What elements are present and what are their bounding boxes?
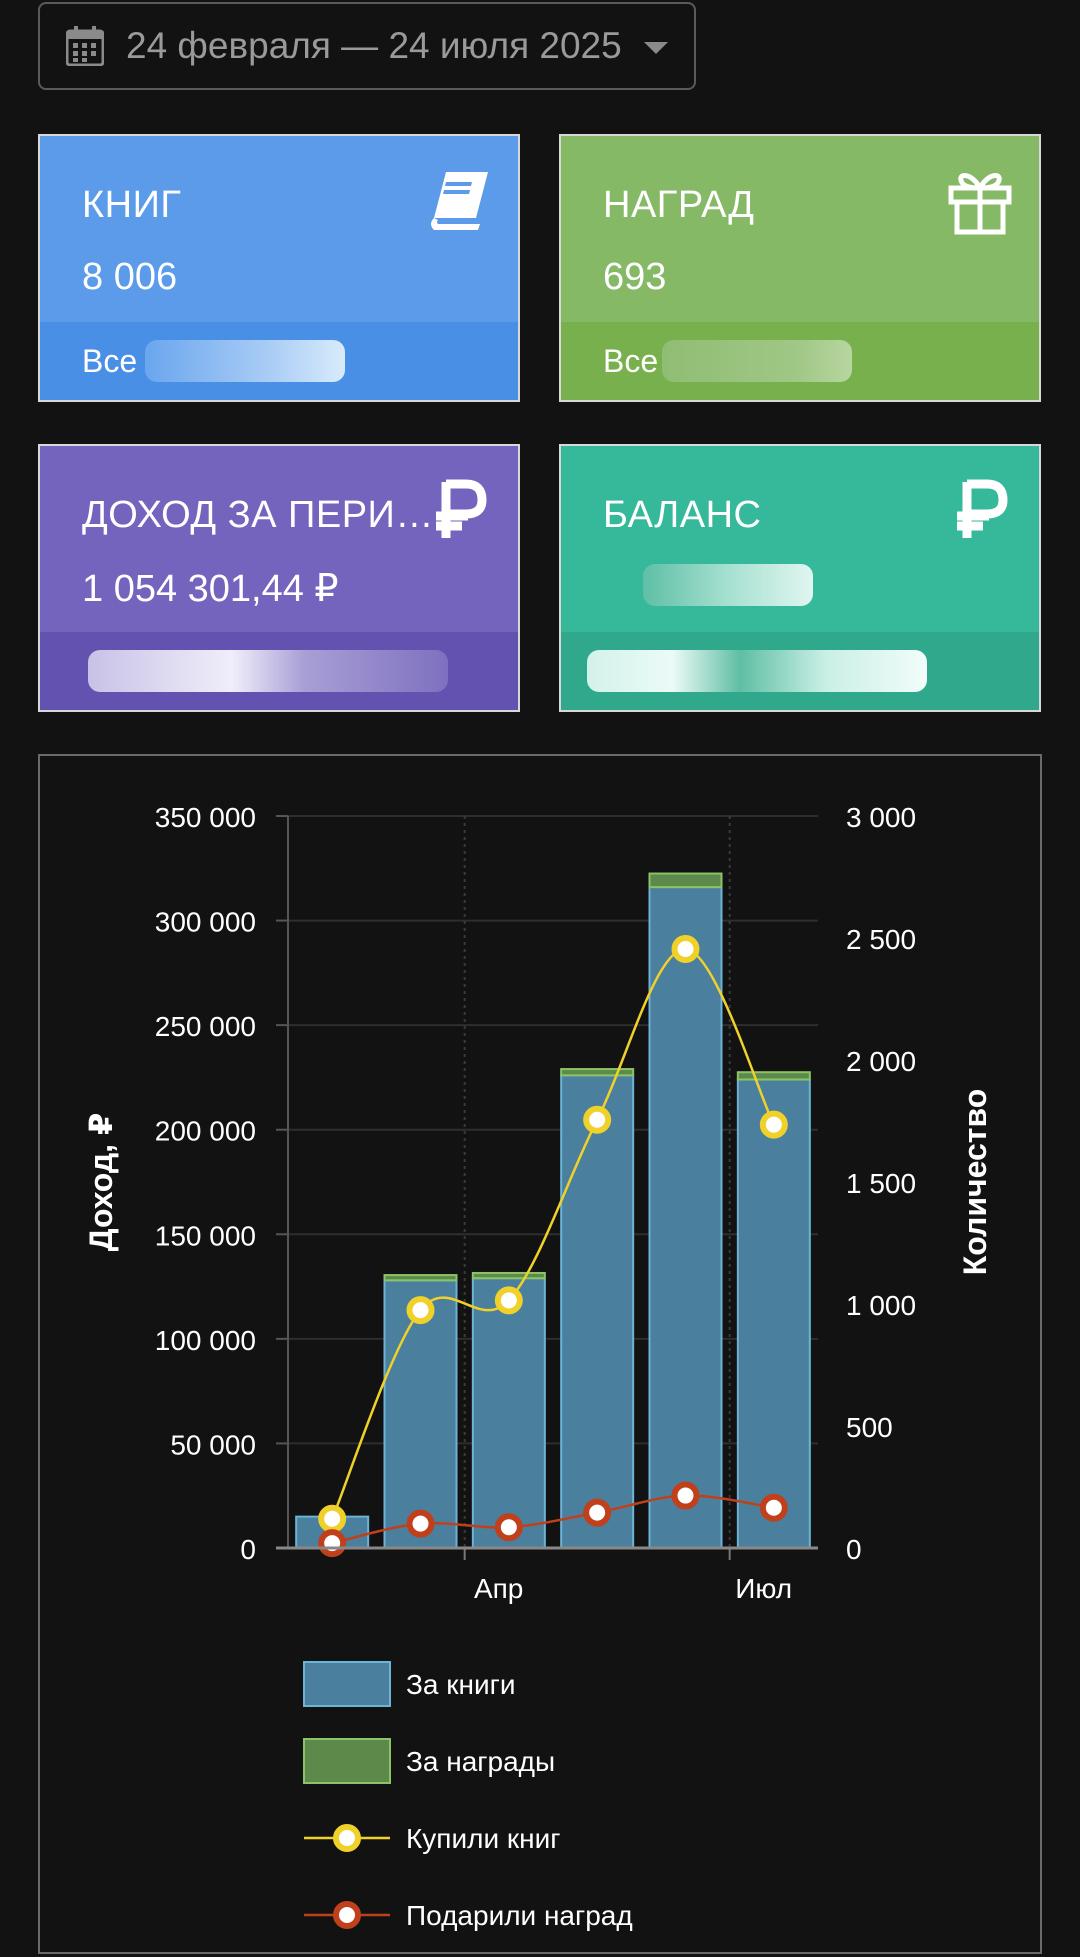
y2-tick-label: 0 <box>846 1534 862 1565</box>
line-point <box>583 1498 612 1527</box>
awards-card-title: НАГРАД <box>603 184 755 226</box>
legend-label: Купили книг <box>406 1823 560 1854</box>
y-axis-title: Доход, ₽ <box>83 1113 119 1251</box>
line-point <box>318 1504 347 1533</box>
income-chart-panel: 350 000 300 000 250 000 200 000 150 000 100 0… <box>38 754 1042 1954</box>
books-card-footer[interactable]: Все <box>40 322 518 400</box>
line-point <box>494 1513 523 1542</box>
y2-tick-label: 2 500 <box>846 924 916 955</box>
balance-card[interactable]: БАЛАНС <box>559 444 1041 712</box>
y-tick-label: 0 <box>240 1534 256 1565</box>
books-card-value: 8 006 <box>82 256 178 298</box>
y-tick-label: 150 000 <box>155 1220 256 1251</box>
bar-books <box>560 1074 635 1549</box>
y2-axis-title: Количество <box>957 1089 993 1276</box>
date-range-label: 24 февраля — 24 июля 2025 <box>126 25 622 66</box>
chart-legend: За книги За награды Купили книг Подарили на… <box>303 1661 633 1931</box>
bar-awards <box>648 872 723 889</box>
calendar-icon <box>66 26 104 66</box>
awards-card-footer-label: Все <box>603 342 659 379</box>
line-point <box>318 1529 347 1558</box>
ruble-icon <box>436 479 487 538</box>
awards-card[interactable]: НАГРАД 693 Все <box>559 134 1041 402</box>
chart-grid <box>288 815 818 1548</box>
legend-marker <box>333 1824 361 1852</box>
income-card[interactable]: ДОХОД ЗА ПЕРИ… 1 054 301,44 ₽ <box>38 444 520 712</box>
bar-books <box>648 886 723 1549</box>
legend-label: Подарили наград <box>406 1900 633 1931</box>
bar-awards <box>736 1071 811 1081</box>
chart-bars <box>295 872 811 1550</box>
book-icon <box>431 172 488 230</box>
line-point <box>494 1286 523 1315</box>
redacted-area <box>587 650 927 692</box>
x-tick-label: Апр <box>474 1573 523 1604</box>
line-point <box>759 1110 788 1139</box>
y2-tick-label: 1 500 <box>846 1168 916 1199</box>
legend-swatch <box>303 1738 391 1784</box>
y-tick-label: 300 000 <box>155 907 256 938</box>
y-tick-label: 350 000 <box>155 802 256 833</box>
y-tick-label: 50 000 <box>170 1429 256 1460</box>
awards-card-footer[interactable]: Все <box>561 322 1039 400</box>
books-card-title: КНИГ <box>82 184 182 226</box>
ruble-icon <box>957 479 1008 538</box>
bar-books <box>736 1078 811 1549</box>
bar-awards <box>471 1271 546 1280</box>
redacted-area <box>145 340 346 382</box>
awards-card-value: 693 <box>603 256 667 298</box>
line-point <box>583 1105 612 1134</box>
line-point <box>406 1509 435 1538</box>
balance-card-footer[interactable] <box>561 632 1039 710</box>
legend-marker <box>333 1901 361 1929</box>
bar-awards <box>383 1274 458 1282</box>
chevron-down-icon <box>643 42 668 54</box>
income-card-title: ДОХОД ЗА ПЕРИ… <box>82 494 434 536</box>
y2-tick-label: 3 000 <box>846 802 916 833</box>
bar-books <box>383 1279 458 1549</box>
y2-tick-label: 500 <box>846 1412 893 1443</box>
y2-tick-label: 2 000 <box>846 1046 916 1077</box>
income-card-value: 1 054 301,44 ₽ <box>82 568 339 610</box>
income-chart: 350 000 300 000 250 000 200 000 150 000 100 0… <box>83 802 993 1931</box>
y-tick-label: 200 000 <box>155 1116 256 1147</box>
redacted-area <box>643 563 813 606</box>
balance-card-title: БАЛАНС <box>603 494 762 536</box>
chart-lines <box>318 934 788 1558</box>
date-range-picker[interactable]: 24 февраля — 24 июля 2025 <box>38 2 696 90</box>
books-card[interactable]: КНИГ 8 006 Все <box>38 134 520 402</box>
gift-icon <box>948 173 1012 235</box>
y-tick-label: 100 000 <box>155 1325 256 1356</box>
books-card-footer-label: Все <box>82 342 138 379</box>
legend-label: За книги <box>406 1669 515 1700</box>
redacted-area <box>88 650 448 692</box>
bar-awards <box>560 1068 635 1077</box>
legend-swatch <box>303 1661 391 1707</box>
line-point <box>671 934 700 963</box>
redacted-area <box>662 340 853 382</box>
balance-card-value <box>603 562 813 606</box>
bar-books <box>471 1277 546 1549</box>
legend-label: За награды <box>406 1746 555 1777</box>
line-point <box>759 1493 788 1522</box>
line-point <box>671 1481 700 1510</box>
chart-axes: 350 000 300 000 250 000 200 000 150 000 100 0… <box>83 802 993 1604</box>
y-tick-label: 250 000 <box>155 1011 256 1042</box>
line-point <box>406 1296 435 1325</box>
income-card-footer[interactable] <box>40 632 518 710</box>
x-tick-label: Июл <box>735 1573 792 1604</box>
line-books-purchased <box>331 947 775 1520</box>
y2-tick-label: 1 000 <box>846 1290 916 1321</box>
